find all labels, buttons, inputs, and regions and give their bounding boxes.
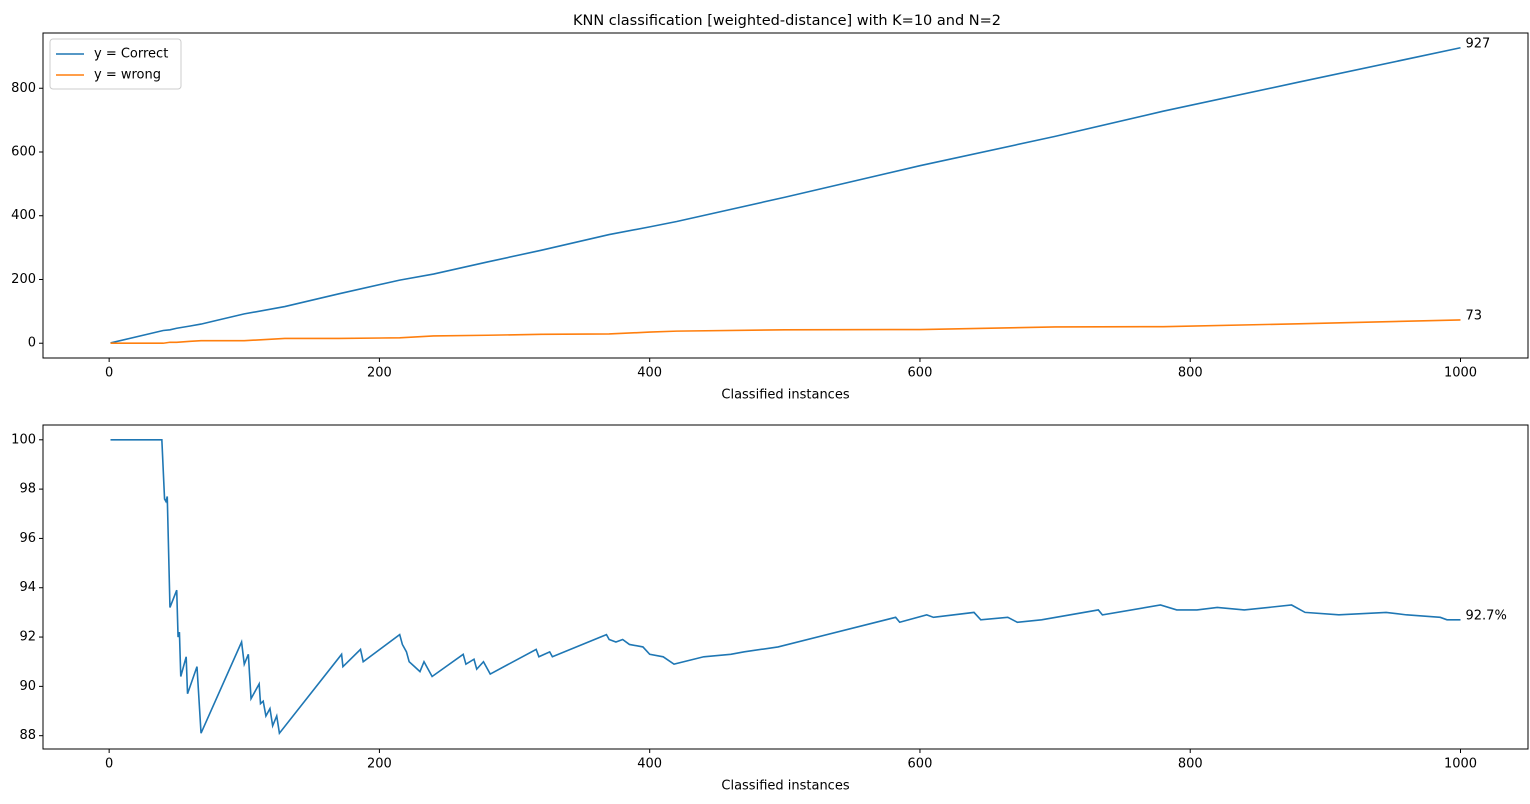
legend: y = Correct y = wrong: [49, 38, 182, 90]
x-tick-label: 200: [367, 757, 392, 772]
x-tick-label: 400: [637, 366, 662, 381]
end-annotation: 73: [1466, 308, 1483, 323]
y-tick-label: 0: [28, 336, 36, 351]
y-tick-label: 92: [19, 630, 36, 645]
y-tick-label: 600: [11, 144, 36, 159]
x-tick-label: 1000: [1444, 366, 1477, 381]
x-tick-label: 800: [1178, 366, 1203, 381]
x-tick-label: 1000: [1444, 757, 1477, 772]
y-tick-label: 96: [19, 531, 36, 546]
y-tick-label: 200: [11, 272, 36, 287]
x-tick-label: 600: [908, 366, 933, 381]
legend-label: y = Correct: [94, 47, 168, 62]
y-tick-label: 94: [19, 580, 36, 595]
x-tick-label: 400: [637, 757, 662, 772]
legend-label: y = wrong: [94, 68, 161, 83]
x-axis-label: Classified instances: [721, 388, 849, 403]
y-tick-label: 88: [19, 728, 36, 743]
x-tick-label: 600: [908, 757, 933, 772]
data-line: [110, 319, 1461, 345]
x-tick-label: 0: [105, 757, 113, 772]
y-tick-label: 90: [19, 679, 36, 694]
x-tick-label: 0: [105, 366, 113, 381]
y-tick-label: 400: [11, 208, 36, 223]
y-tick-label: 100: [11, 432, 36, 447]
legend-frame: [49, 38, 182, 90]
end-annotation: 927: [1466, 36, 1491, 51]
data-line: [110, 46, 1461, 344]
y-tick-label: 800: [11, 81, 36, 96]
y-tick-label: 98: [19, 482, 36, 497]
x-tick-label: 200: [367, 366, 392, 381]
plot-frame: [42, 32, 1529, 359]
x-tick-label: 800: [1178, 757, 1203, 772]
end-annotation: 92.7%: [1466, 608, 1507, 623]
x-axis-label: Classified instances: [721, 779, 849, 794]
chart-title: KNN classification [weighted-distance] w…: [573, 13, 1001, 29]
data-line: [110, 438, 1461, 736]
plot-frame: [42, 424, 1529, 750]
